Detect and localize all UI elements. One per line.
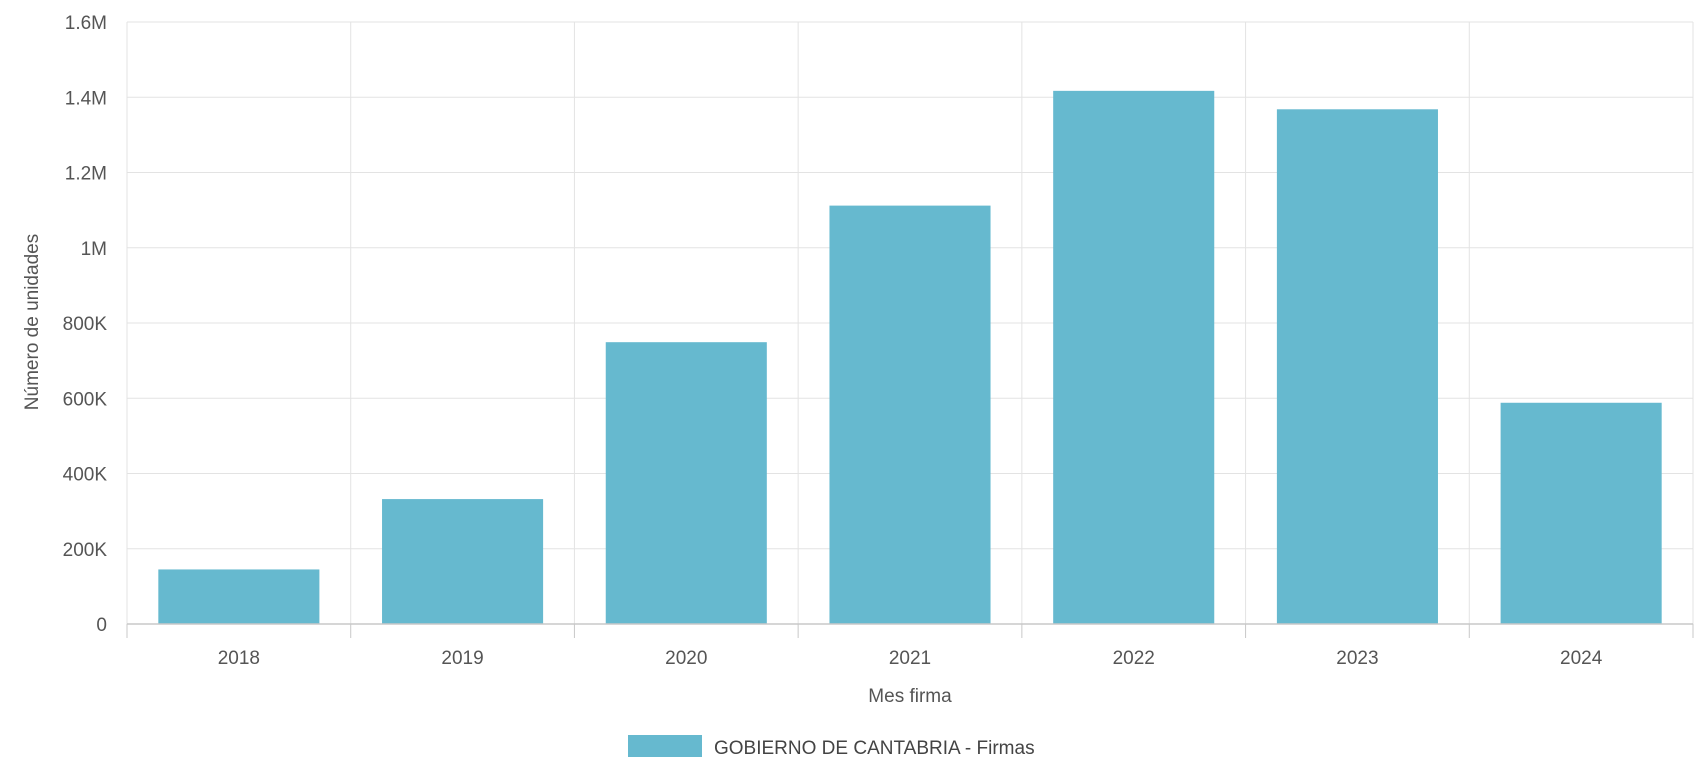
- y-tick-label: 800K: [63, 314, 108, 335]
- y-tick-label: 400K: [63, 465, 108, 486]
- y-tick-label: 1.6M: [65, 13, 107, 34]
- bar-2020[interactable]: [606, 342, 767, 624]
- y-tick-label: 0: [96, 615, 107, 636]
- y-tick-label: 1.2M: [65, 164, 107, 185]
- axis-layer: [127, 624, 1693, 638]
- y-tick-label: 1.4M: [65, 88, 107, 109]
- legend[interactable]: GOBIERNO DE CANTABRIA - Firmas: [628, 735, 1035, 759]
- bar-2021[interactable]: [829, 206, 990, 624]
- x-tick-labels: 2018 2019 2020 2021 2022 2023 2024: [218, 648, 1603, 669]
- x-axis-title: Mes firma: [868, 686, 952, 707]
- y-tick-label: 200K: [63, 540, 108, 561]
- bar-2023[interactable]: [1277, 109, 1438, 624]
- bar-2024[interactable]: [1501, 403, 1662, 624]
- x-tick-label: 2021: [889, 648, 931, 669]
- y-tick-label: 600K: [63, 389, 108, 410]
- x-tick-label: 2023: [1336, 648, 1378, 669]
- legend-swatch-icon: [628, 735, 702, 757]
- legend-label: GOBIERNO DE CANTABRIA - Firmas: [714, 738, 1035, 759]
- y-axis-title: Número de unidades: [22, 234, 43, 410]
- x-tick-label: 2020: [665, 648, 707, 669]
- y-tick-label: 1M: [81, 239, 107, 260]
- bar-2022[interactable]: [1053, 91, 1214, 624]
- y-tick-labels: 0 200K 400K 600K 800K 1M 1.2M 1.4M 1.6M: [63, 13, 108, 636]
- x-tick-label: 2018: [218, 648, 260, 669]
- bar-2018[interactable]: [158, 569, 319, 624]
- x-tick-label: 2019: [441, 648, 483, 669]
- x-tick-label: 2022: [1113, 648, 1155, 669]
- x-tick-label: 2024: [1560, 648, 1603, 669]
- bar-2019[interactable]: [382, 499, 543, 624]
- bars-layer: [158, 91, 1661, 624]
